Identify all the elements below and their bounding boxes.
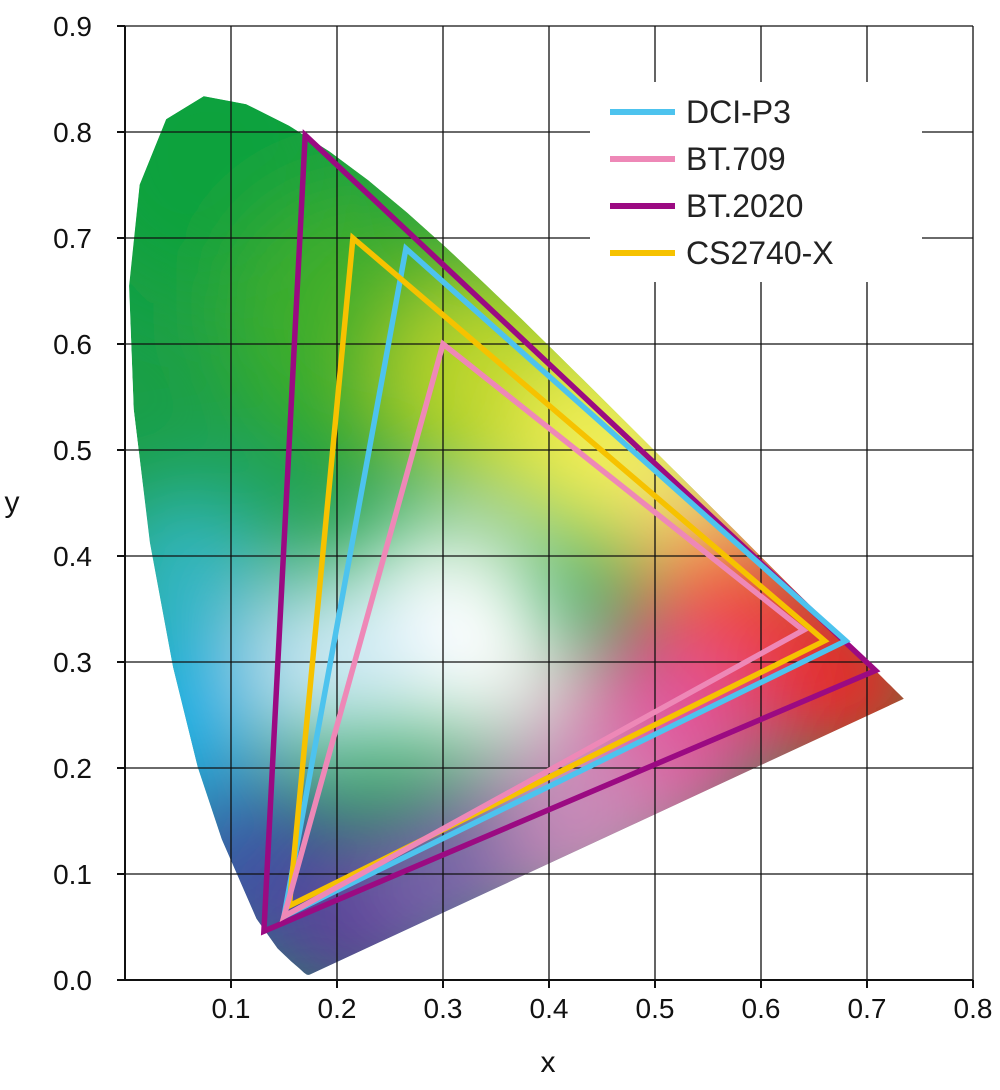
legend-label: DCI-P3: [686, 94, 791, 130]
axes: [117, 25, 974, 988]
legend: DCI-P3 BT.709 BT.2020 CS2740-X: [590, 82, 922, 282]
x-tick-label: 0.1: [212, 993, 251, 1024]
x-tick-label: 0.8: [954, 993, 993, 1024]
y-tick-label: 0.8: [53, 117, 92, 148]
gamut-triangle-bt-709: [279, 339, 809, 922]
legend-label: CS2740-X: [686, 235, 834, 271]
x-tick-label: 0.2: [318, 993, 357, 1024]
y-axis-title: y: [5, 486, 20, 519]
legend-box: [590, 82, 922, 282]
gamut-triangle-cs2740-x: [286, 232, 830, 911]
gamut-triangles: [260, 129, 881, 936]
grid: [125, 26, 973, 980]
y-tick-label: 0.1: [53, 859, 92, 890]
gamut-triangle-bt-2020: [260, 129, 881, 936]
y-tick-labels: 0.0 0.1 0.2 0.3 0.4 0.5 0.6 0.7 0.8 0.9: [53, 11, 92, 996]
y-tick-label: 0.3: [53, 647, 92, 678]
x-tick-label: 0.4: [530, 993, 569, 1024]
y-tick-label: 0.6: [53, 329, 92, 360]
y-tick-label: 0.4: [53, 541, 92, 572]
y-tick-label: 0.0: [53, 965, 92, 996]
y-tick-label: 0.2: [53, 753, 92, 784]
x-tick-labels: 0.1 0.2 0.3 0.4 0.5 0.6 0.7 0.8: [212, 993, 993, 1024]
legend-label: BT.2020: [686, 188, 803, 224]
y-tick-label: 0.5: [53, 435, 92, 466]
x-tick-label: 0.7: [848, 993, 887, 1024]
gamut-triangle-dci-p3: [280, 243, 851, 922]
x-axis-title: x: [541, 1046, 556, 1079]
y-tick-label: 0.9: [53, 11, 92, 42]
legend-label: BT.709: [686, 141, 786, 177]
y-tick-label: 0.7: [53, 223, 92, 254]
x-tick-label: 0.5: [636, 993, 675, 1024]
x-tick-label: 0.3: [424, 993, 463, 1024]
x-tick-label: 0.6: [742, 993, 781, 1024]
